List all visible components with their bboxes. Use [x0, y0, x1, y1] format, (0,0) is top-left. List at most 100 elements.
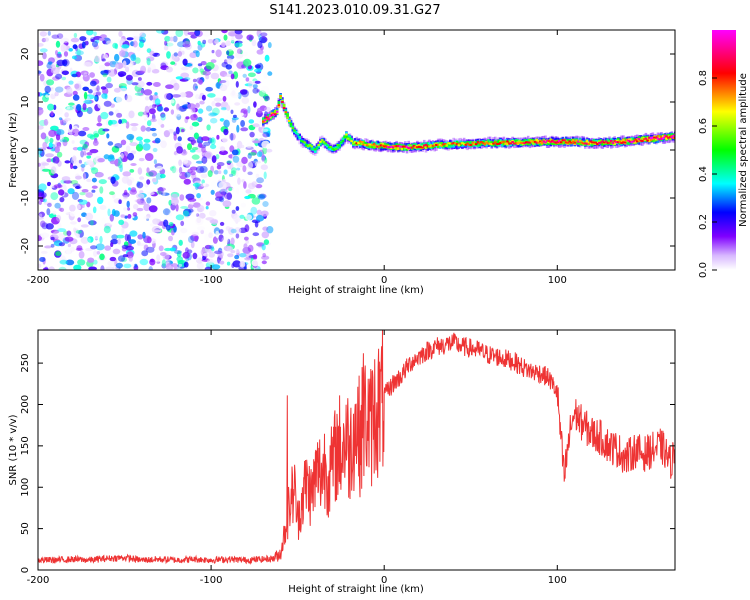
heatmap-noise-cell: [174, 250, 182, 254]
heatmap-noise-cell: [175, 109, 182, 117]
heatmap-noise-cell: [207, 93, 216, 98]
heatmap-noise-cell: [116, 112, 123, 118]
heatmap-noise-cell: [228, 70, 233, 75]
heatmap-noise-cell: [214, 39, 219, 44]
heatmap-noise-cell: [47, 115, 51, 123]
heatmap-noise-cell: [56, 59, 65, 66]
heatmap-noise-cell: [256, 89, 261, 93]
heatmap-ridge-cell: [627, 139, 630, 142]
heatmap-noise-cell: [264, 54, 270, 62]
heatmap-ridge-cell: [526, 141, 530, 144]
heatmap-ridge-cell: [468, 141, 471, 145]
heatmap-ridge-cell: [542, 140, 545, 143]
heatmap-noise-cell: [102, 73, 108, 78]
heatmap-noise-cell: [67, 243, 72, 248]
heatmap-noise-cell: [142, 143, 151, 151]
heatmap-ridge-cell: [334, 147, 338, 150]
heatmap-noise-cell: [50, 236, 55, 241]
y-tick-label: 0: [20, 567, 31, 573]
heatmap-noise-cell: [50, 111, 54, 117]
heatmap-noise-cell: [212, 107, 220, 116]
heatmap-noise-cell: [176, 103, 180, 111]
heatmap-ridge-cell: [404, 145, 407, 148]
heatmap-ridge-cell: [481, 142, 485, 145]
heatmap-noise-cell: [254, 68, 262, 73]
heatmap-noise-cell: [80, 150, 84, 158]
heatmap-noise-cell: [85, 192, 94, 198]
heatmap-noise-cell: [38, 183, 47, 191]
heatmap-noise-cell: [125, 94, 133, 103]
heatmap-noise-cell: [149, 50, 155, 56]
heatmap-noise-cell: [39, 73, 45, 82]
heatmap-noise-cell: [181, 128, 185, 133]
heatmap-noise-cell: [260, 164, 268, 170]
heatmap-noise-cell: [235, 33, 243, 40]
heatmap-noise-cell: [86, 152, 93, 156]
heatmap-noise-cell: [99, 253, 105, 261]
heatmap-noise-cell: [38, 213, 43, 218]
heatmap-ridge-cell: [537, 141, 540, 144]
heatmap-noise-cell: [223, 34, 228, 41]
heatmap-noise-cell: [41, 37, 47, 43]
heatmap-noise-cell: [170, 99, 175, 104]
heatmap-noise-cell: [230, 250, 236, 254]
heatmap-ridge-cell: [436, 144, 440, 148]
heatmap-noise-cell: [258, 33, 262, 42]
heatmap-noise-cell: [89, 149, 99, 154]
heatmap-noise-cell: [231, 117, 239, 121]
heatmap-ridge-cell: [388, 146, 391, 149]
heatmap-noise-cell: [59, 259, 68, 265]
heatmap-noise-cell: [168, 128, 174, 134]
heatmap-noise-cell: [51, 87, 57, 95]
heatmap-noise-cell: [256, 151, 263, 158]
heatmap-ridge-cell: [578, 139, 582, 142]
heatmap-noise-cell: [195, 85, 198, 89]
x-tick-label: -100: [200, 275, 223, 286]
heatmap-noise-cell: [116, 234, 125, 239]
heatmap-noise-cell: [81, 212, 87, 217]
heatmap-noise-cell: [192, 78, 197, 83]
heatmap-noise-cell: [246, 142, 253, 149]
heatmap-noise-cell: [256, 177, 264, 184]
heatmap-noise-cell: [45, 223, 54, 230]
heatmap-noise-cell: [72, 155, 77, 162]
heatmap-noise-cell: [63, 180, 73, 184]
heatmap-noise-cell: [267, 71, 273, 76]
heatmap-noise-cell: [81, 203, 85, 208]
heatmap-noise-cell: [79, 36, 87, 42]
heatmap-ridge-cell: [533, 140, 537, 143]
heatmap-noise-cell: [188, 235, 194, 243]
heatmap-noise-cell: [194, 30, 201, 37]
heatmap-ridge-cell: [391, 146, 395, 149]
heatmap-noise-cell: [139, 32, 146, 38]
heatmap-ridge-cell: [570, 141, 573, 144]
heatmap-noise-cell: [254, 80, 261, 84]
heatmap-noise-cell: [205, 249, 212, 253]
heatmap-noise-cell: [165, 224, 171, 231]
heatmap-noise-cell: [56, 222, 62, 230]
heatmap-ridge-cell: [642, 138, 646, 141]
heatmap-ridge-cell: [360, 141, 364, 146]
heatmap-ridge-cell: [386, 146, 390, 149]
heatmap-ridge-cell: [637, 137, 641, 140]
heatmap-noise-cell: [91, 189, 96, 193]
heatmap-ridge-cell: [410, 146, 414, 149]
heatmap-noise-cell: [124, 93, 128, 101]
heatmap-noise-cell: [261, 140, 270, 149]
heatmap-ridge-cell: [582, 142, 585, 145]
heatmap-noise-cell: [41, 192, 47, 198]
heatmap-noise-cell: [245, 77, 250, 82]
heatmap-noise-cell: [109, 256, 117, 262]
heatmap-noise-cell: [127, 207, 131, 211]
heatmap-noise-cell: [147, 191, 155, 195]
heatmap-noise-cell: [60, 44, 67, 52]
heatmap-noise-cell: [69, 246, 75, 252]
heatmap-ridge-cell: [357, 142, 360, 144]
heatmap-noise-cell: [205, 105, 213, 112]
heatmap-noise-cell: [136, 70, 146, 74]
heatmap-noise-cell: [218, 170, 222, 174]
heatmap-noise-cell: [78, 130, 87, 137]
colorbar-label: Normalized spectral amplitude: [738, 73, 749, 227]
heatmap-noise-cell: [85, 247, 93, 252]
heatmap-noise-cell: [154, 98, 161, 106]
